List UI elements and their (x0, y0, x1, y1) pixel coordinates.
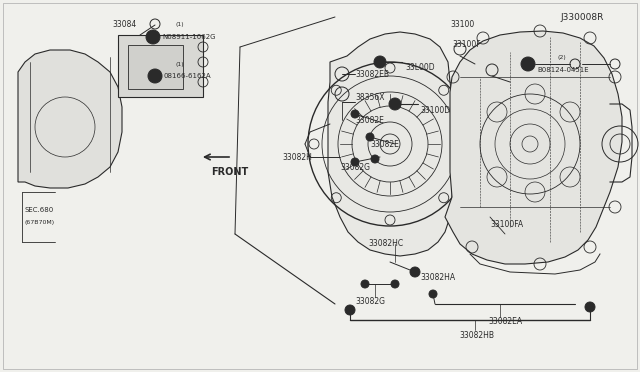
Text: 33082HA: 33082HA (420, 273, 455, 282)
Text: 33082EB: 33082EB (355, 70, 389, 78)
Circle shape (391, 280, 399, 288)
Circle shape (148, 69, 162, 83)
Circle shape (521, 57, 535, 71)
Text: 33082G: 33082G (340, 163, 370, 171)
Text: 33100F: 33100F (452, 39, 481, 48)
Text: 33100D: 33100D (420, 106, 450, 115)
Circle shape (351, 110, 359, 118)
Circle shape (374, 56, 386, 68)
Circle shape (345, 305, 355, 315)
Text: 33082HB: 33082HB (459, 330, 494, 340)
Text: N08911-1062G: N08911-1062G (162, 34, 216, 40)
Bar (128, 45, 183, 89)
Text: SEC.680: SEC.680 (24, 207, 53, 213)
Circle shape (371, 155, 379, 163)
Bar (118, 35, 203, 97)
Text: 33084: 33084 (112, 19, 136, 29)
Text: B08124-0451E: B08124-0451E (537, 67, 589, 73)
Text: 33082E: 33082E (370, 140, 399, 148)
Circle shape (389, 98, 401, 110)
Text: 33082E: 33082E (355, 115, 384, 125)
Circle shape (429, 290, 437, 298)
Circle shape (351, 158, 359, 166)
Text: FRONT: FRONT (211, 167, 248, 177)
Circle shape (366, 133, 374, 141)
Circle shape (585, 302, 595, 312)
Text: B: B (526, 61, 530, 67)
Text: 33L00D: 33L00D (405, 62, 435, 71)
Text: 33082H: 33082H (282, 153, 312, 161)
Text: (2): (2) (558, 55, 567, 60)
Text: (67B70M): (67B70M) (24, 219, 54, 224)
Text: 33100FA: 33100FA (490, 219, 523, 228)
Circle shape (361, 280, 369, 288)
Text: 33082G: 33082G (355, 298, 385, 307)
Text: 33082EA: 33082EA (488, 317, 522, 327)
Text: 33082HC: 33082HC (368, 240, 403, 248)
Text: 38356X: 38356X (355, 93, 385, 102)
Polygon shape (445, 31, 622, 264)
Text: J330008R: J330008R (560, 13, 604, 22)
Text: 33100: 33100 (450, 19, 474, 29)
Circle shape (410, 267, 420, 277)
Polygon shape (18, 50, 122, 188)
Text: B: B (153, 74, 157, 78)
Text: (1): (1) (175, 61, 184, 67)
Polygon shape (328, 32, 453, 256)
Text: 08166-6162A: 08166-6162A (163, 73, 211, 79)
Text: N: N (150, 35, 156, 39)
Text: (1): (1) (175, 22, 184, 26)
Circle shape (146, 30, 160, 44)
